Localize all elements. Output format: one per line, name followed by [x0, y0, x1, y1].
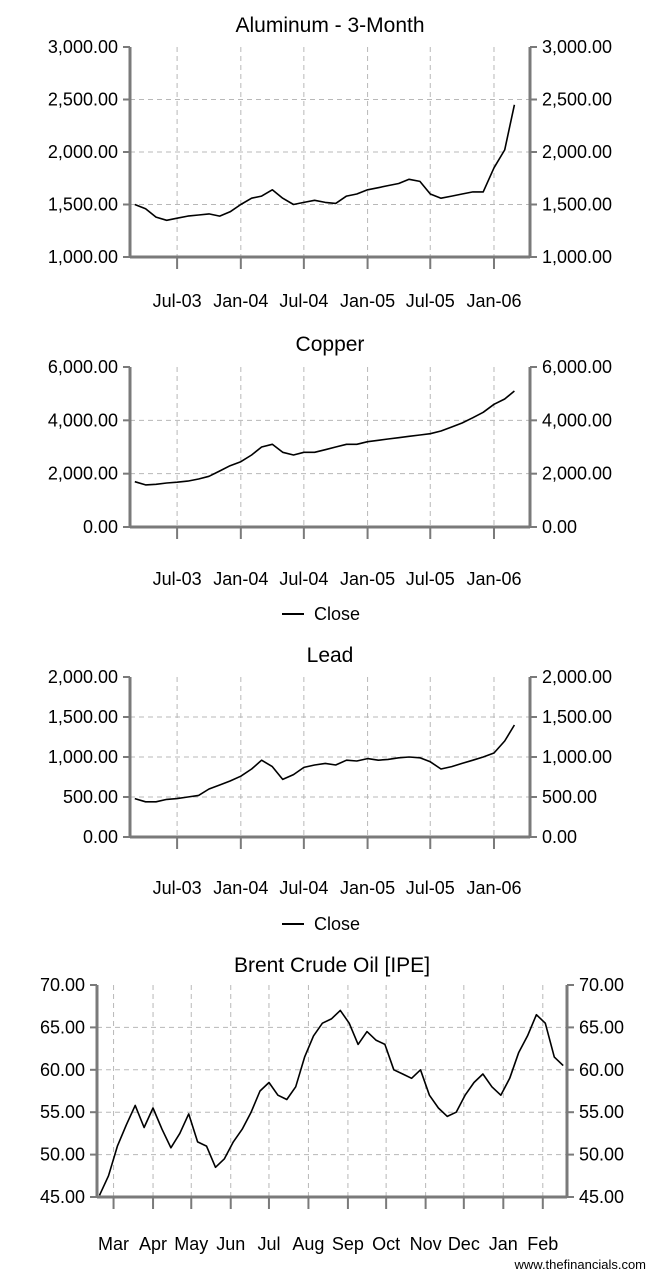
chart-3-y-tick-right: 2,000.00	[542, 667, 612, 687]
chart-2-x-tick: Jul-03	[153, 569, 202, 589]
chart-1-y-tick-left: 2,000.00	[48, 142, 118, 162]
chart-1-y-tick-left: 3,000.00	[48, 37, 118, 57]
chart-4-x-tick: Nov	[410, 1234, 442, 1254]
chart-3-legend-label: Close	[314, 914, 360, 934]
chart-4-x-tick: Sep	[332, 1234, 364, 1254]
chart-4-y-tick-right: 65.00	[579, 1017, 624, 1037]
chart-3-x-tick: Jul-04	[279, 878, 328, 898]
chart-4-y-tick-right: 45.00	[579, 1187, 624, 1207]
chart-4-y-tick-left: 70.00	[40, 975, 85, 995]
chart-4-y-tick-right: 50.00	[579, 1145, 624, 1165]
chart-2-y-tick-left: 4,000.00	[48, 410, 118, 430]
chart-3-y-tick-right: 500.00	[542, 787, 597, 807]
chart-1-x-tick: Jan-05	[340, 291, 395, 311]
chart-3-y-tick-right: 1,500.00	[542, 707, 612, 727]
chart-2-series-line	[134, 390, 515, 486]
chart-3-x-tick: Jan-05	[340, 878, 395, 898]
chart-1-x-tick: Jan-04	[213, 291, 268, 311]
chart-4-x-tick: Feb	[527, 1234, 558, 1254]
chart-2-x-tick: Jan-05	[340, 569, 395, 589]
chart-1-x-tick: Jul-03	[153, 291, 202, 311]
chart-3-y-tick-left: 1,000.00	[48, 747, 118, 767]
chart-3-x-tick: Jul-05	[406, 878, 455, 898]
chart-4-x-tick: Jul	[257, 1234, 280, 1254]
chart-4-y-tick-left: 55.00	[40, 1102, 85, 1122]
chart-2-x-tick: Jul-04	[279, 569, 328, 589]
chart-4-x-tick: Mar	[98, 1234, 129, 1254]
chart-4-y-tick-right: 70.00	[579, 975, 624, 995]
chart-4-x-tick: Oct	[372, 1234, 400, 1254]
chart-2-y-tick-right: 6,000.00	[542, 357, 612, 377]
chart-2-x-tick: Jul-05	[406, 569, 455, 589]
chart-1-y-tick-right: 2,500.00	[542, 90, 612, 110]
chart-2-y-tick-left: 6,000.00	[48, 357, 118, 377]
chart-2-y-tick-right: 2,000.00	[542, 464, 612, 484]
chart-2-legend-label: Close	[314, 604, 360, 624]
chart-4-x-tick: Jan	[489, 1234, 518, 1254]
chart-4-y-tick-right: 55.00	[579, 1102, 624, 1122]
chart-3-series-line	[134, 724, 516, 803]
chart-1-y-tick-right: 1,500.00	[542, 195, 612, 215]
chart-2-y-tick-right: 0.00	[542, 517, 577, 537]
chart-1-y-tick-right: 3,000.00	[542, 37, 612, 57]
chart-4-y-tick-right: 60.00	[579, 1060, 624, 1080]
chart-4-title: Brent Crude Oil [IPE]	[234, 954, 430, 977]
chart-1-y-tick-left: 1,500.00	[48, 195, 118, 215]
chart-4-y-tick-left: 45.00	[40, 1187, 85, 1207]
chart-1-x-tick: Jan-06	[466, 291, 521, 311]
chart-4-x-tick: Aug	[292, 1234, 324, 1254]
chart-2-y-tick-right: 4,000.00	[542, 410, 612, 430]
chart-4-x-tick: Jun	[216, 1234, 245, 1254]
chart-1-series-line	[134, 104, 516, 222]
chart-1-y-tick-right: 1,000.00	[542, 247, 612, 267]
chart-3-y-tick-left: 0.00	[83, 827, 118, 847]
chart-3-y-tick-right: 1,000.00	[542, 747, 612, 767]
chart-1-x-tick: Jul-04	[279, 291, 328, 311]
credit-text: www.thefinancials.com	[514, 1257, 647, 1272]
chart-3-y-tick-left: 1,500.00	[48, 707, 118, 727]
chart-2-y-tick-left: 0.00	[83, 517, 118, 537]
chart-3-x-tick: Jul-03	[153, 878, 202, 898]
chart-4-y-tick-left: 50.00	[40, 1145, 85, 1165]
chart-1-y-tick-right: 2,000.00	[542, 142, 612, 162]
chart-2-x-tick: Jan-04	[213, 569, 268, 589]
chart-3-x-tick: Jan-04	[213, 878, 268, 898]
chart-3-x-tick: Jan-06	[466, 878, 521, 898]
chart-4-x-tick: Apr	[139, 1234, 167, 1254]
chart-2-title: Copper	[296, 333, 365, 356]
chart-4-series-line	[98, 1009, 564, 1196]
chart-3-y-tick-right: 0.00	[542, 827, 577, 847]
chart-1-y-tick-left: 2,500.00	[48, 90, 118, 110]
chart-2-x-tick: Jan-06	[466, 569, 521, 589]
chart-3-y-tick-left: 500.00	[63, 787, 118, 807]
chart-3-y-tick-left: 2,000.00	[48, 667, 118, 687]
chart-2-y-tick-left: 2,000.00	[48, 464, 118, 484]
chart-1-title: Aluminum - 3-Month	[235, 14, 424, 37]
chart-3-title: Lead	[307, 644, 354, 667]
chart-1-x-tick: Jul-05	[406, 291, 455, 311]
chart-4-y-tick-left: 65.00	[40, 1017, 85, 1037]
chart-1-y-tick-left: 1,000.00	[48, 247, 118, 267]
chart-4-x-tick: May	[174, 1234, 208, 1254]
chart-4-x-tick: Dec	[448, 1234, 480, 1254]
chart-4-y-tick-left: 60.00	[40, 1060, 85, 1080]
